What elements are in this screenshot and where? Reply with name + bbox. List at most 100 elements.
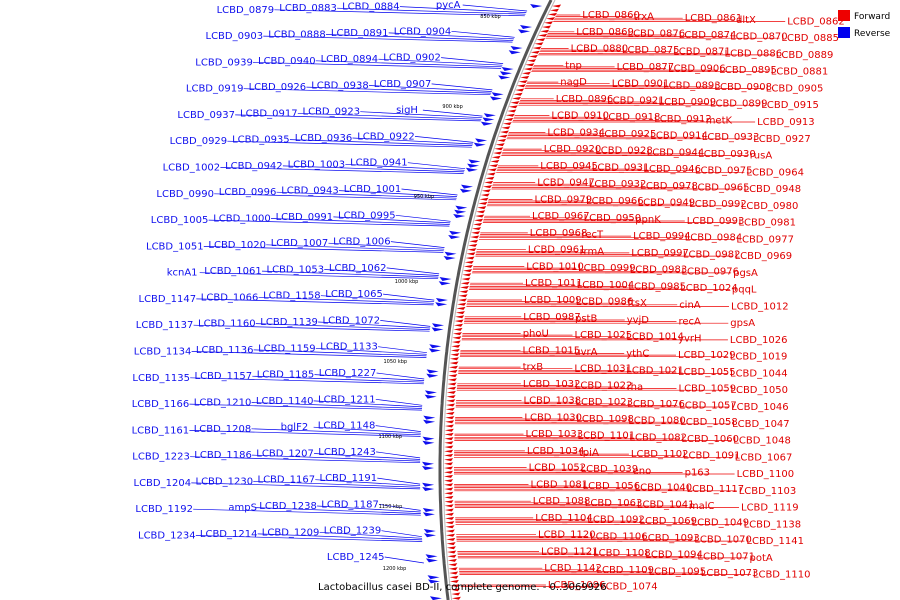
forward-feature-glyph bbox=[444, 483, 454, 487]
forward-feature-glyph bbox=[449, 571, 459, 575]
forward-feature-glyph bbox=[444, 445, 454, 449]
forward-gene-label: LCBD_1094 bbox=[645, 550, 703, 561]
forward-gene-label: LCBD_0889 bbox=[776, 50, 834, 61]
forward-gene-label: LCBD_1088 bbox=[533, 496, 591, 507]
forward-gene-label: LCBD_1021 bbox=[626, 365, 684, 376]
reverse-feature-glyph bbox=[423, 419, 436, 424]
reverse-gene-label: LCBD_1136 bbox=[196, 345, 254, 356]
reverse-leader-line bbox=[193, 508, 421, 516]
reverse-leader-line bbox=[253, 480, 421, 488]
reverse-leader-line bbox=[384, 556, 424, 564]
forward-feature-glyph bbox=[464, 260, 474, 264]
reverse-gene-label: LCBD_1166 bbox=[132, 399, 190, 410]
forward-gene-label: LCBD_1031 bbox=[574, 364, 632, 375]
reverse-gene-label: LCBD_0942 bbox=[225, 161, 283, 172]
forward-gene-label: LCBD_0860 bbox=[582, 10, 640, 21]
forward-feature-glyph bbox=[444, 491, 454, 495]
forward-gene-label: LCBD_0977 bbox=[736, 234, 794, 245]
forward-feature-glyph bbox=[444, 462, 453, 466]
reverse-gene-label: LCBD_1223 bbox=[132, 452, 190, 463]
reverse-leader-line bbox=[195, 535, 423, 542]
reverse-leader-line bbox=[320, 295, 435, 303]
forward-gene-label: LCBD_0861 bbox=[685, 13, 743, 24]
genome-backbone-arc bbox=[438, 0, 553, 600]
forward-gene-label: LCBD_1011 bbox=[525, 278, 583, 289]
forward-feature-glyph bbox=[448, 567, 458, 571]
forward-feature-glyph bbox=[444, 479, 454, 483]
forward-gene-label: trxA bbox=[634, 12, 655, 23]
reverse-gene-label: LCBD_1006 bbox=[333, 237, 391, 248]
forward-gene-label: LCBD_0910 bbox=[551, 111, 609, 122]
reverse-leader-line bbox=[191, 351, 427, 358]
forward-feature-glyph bbox=[512, 96, 521, 100]
forward-gene-label: LCBD_0876 bbox=[628, 28, 686, 39]
reverse-gene-label: LCBD_0917 bbox=[240, 108, 298, 119]
forward-gene-label: LCBD_1015 bbox=[523, 345, 581, 356]
reverse-leader-line bbox=[462, 4, 528, 12]
forward-gene-label: LCBD_0986 bbox=[576, 297, 634, 308]
forward-gene-label: LCBD_1069 bbox=[639, 516, 697, 527]
forward-feature-glyph bbox=[446, 546, 456, 550]
reverse-feature-glyph bbox=[426, 369, 439, 374]
forward-gene-label: rha bbox=[627, 382, 643, 393]
forward-feature-glyph bbox=[446, 390, 456, 394]
forward-feature-glyph bbox=[497, 138, 507, 142]
reverse-leader-line bbox=[261, 270, 439, 278]
forward-feature-glyph bbox=[451, 596, 461, 600]
reverse-feature-glyph bbox=[423, 529, 436, 533]
reverse-feature-glyph bbox=[454, 209, 467, 214]
forward-feature-glyph bbox=[450, 353, 460, 357]
reverse-feature-glyph bbox=[475, 138, 488, 143]
forward-feature-glyph bbox=[450, 584, 460, 588]
forward-gene-label: uvrA bbox=[574, 347, 597, 358]
reverse-feature-glyph bbox=[468, 159, 481, 164]
scale-ticks: 850 kbp 900 kbp 950 kbp 1000 kbp 1050 kbp 110… bbox=[379, 14, 501, 572]
forward-gene-label: LCBD_1029 bbox=[678, 350, 736, 361]
forward-gene-label: LCBD_0966 bbox=[586, 196, 644, 207]
reverse-gene-label: LCBD_0923 bbox=[303, 107, 361, 118]
forward-gene-label: recT bbox=[582, 230, 605, 241]
reverse-leader-line bbox=[252, 375, 424, 383]
forward-feature-glyph bbox=[444, 424, 454, 428]
forward-gene-label: LCBD_0983 bbox=[630, 265, 688, 276]
scale-tick-label: 1150 kbp bbox=[379, 504, 403, 510]
forward-gene-label: LCBD_0975 bbox=[695, 166, 753, 177]
reverse-gene-label: LCBD_0939 bbox=[195, 57, 253, 68]
forward-gene-label: LCBD_1076 bbox=[627, 399, 685, 410]
forward-gene-label: LCBD_1014 bbox=[626, 332, 684, 343]
forward-feature-glyph bbox=[451, 340, 461, 344]
forward-gene-label: LCBD_0976 bbox=[681, 266, 739, 277]
forward-gene-label: LCBD_1110 bbox=[753, 570, 811, 581]
forward-feature-glyph bbox=[520, 75, 530, 79]
forward-gene-label: pqqL bbox=[732, 285, 757, 296]
reverse-leader-line bbox=[315, 479, 421, 487]
forward-gene-label: LCBD_1010 bbox=[526, 262, 584, 273]
forward-gene-label: LCBD_1101 bbox=[578, 431, 636, 442]
reverse-gene-label: LCBD_0996 bbox=[219, 187, 277, 198]
backbone-shadow bbox=[443, 0, 556, 600]
reverse-gene-label: LCBD_1135 bbox=[132, 373, 190, 384]
reverse-gene-label: LCBD_1245 bbox=[327, 552, 385, 563]
reverse-leader-line bbox=[315, 347, 427, 355]
forward-gene-label: LCBD_1108 bbox=[593, 548, 651, 559]
reverse-leader-line bbox=[257, 533, 423, 541]
forward-gene-label: LCBD_1098 bbox=[576, 414, 634, 425]
reverse-leader-line bbox=[258, 296, 434, 304]
reverse-leader-line bbox=[251, 428, 421, 436]
forward-feature-glyph bbox=[444, 453, 454, 457]
reverse-gene-label: LCBD_0907 bbox=[374, 79, 432, 90]
reverse-gene-label: LCBD_0995 bbox=[338, 210, 396, 221]
forward-gene-label: LCBD_1142 bbox=[544, 563, 602, 574]
reverse-gene-label: LCBD_0991 bbox=[276, 212, 334, 223]
forward-feature-glyph bbox=[489, 164, 499, 168]
reverse-gene-label: LCBD_1140 bbox=[256, 396, 314, 407]
reverse-feature-glyph bbox=[490, 96, 502, 101]
forward-gene-label: LCBD_1117 bbox=[687, 484, 745, 495]
forward-feature-glyph bbox=[518, 80, 528, 84]
reverse-leader-line bbox=[376, 451, 421, 459]
reverse-gene-label: LCBD_1214 bbox=[200, 529, 258, 540]
forward-feature-glyph bbox=[485, 176, 495, 180]
reverse-leader-line bbox=[289, 139, 473, 146]
forward-gene-label: LCBD_1057 bbox=[679, 400, 737, 411]
